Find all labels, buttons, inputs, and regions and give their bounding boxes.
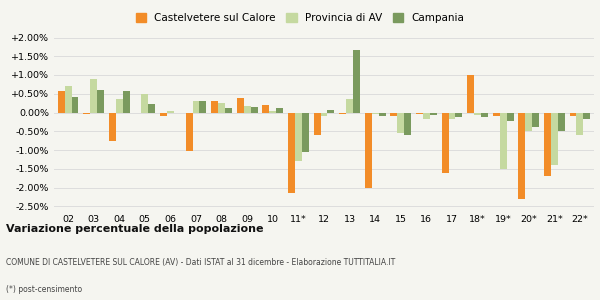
Bar xyxy=(506,112,514,121)
Bar xyxy=(269,111,276,112)
Bar xyxy=(467,75,474,112)
Bar xyxy=(518,112,525,199)
Bar xyxy=(577,112,583,135)
Bar xyxy=(109,112,116,141)
Bar xyxy=(455,112,463,117)
Bar xyxy=(295,112,302,161)
Bar xyxy=(379,112,386,116)
Bar xyxy=(551,112,558,165)
Bar xyxy=(58,91,65,112)
Bar xyxy=(288,112,295,193)
Text: COMUNE DI CASTELVETERE SUL CALORE (AV) - Dati ISTAT al 31 dicembre - Elaborazion: COMUNE DI CASTELVETERE SUL CALORE (AV) -… xyxy=(6,259,395,268)
Bar xyxy=(116,99,123,112)
Bar xyxy=(185,112,193,151)
Bar xyxy=(500,112,506,169)
Bar xyxy=(218,103,225,112)
Bar xyxy=(302,112,309,152)
Bar xyxy=(525,112,532,131)
Bar xyxy=(97,90,104,112)
Bar xyxy=(244,106,251,112)
Bar xyxy=(558,112,565,130)
Bar xyxy=(167,111,174,112)
Bar xyxy=(416,112,423,114)
Bar xyxy=(225,108,232,112)
Bar xyxy=(320,112,328,116)
Bar xyxy=(391,112,397,116)
Bar xyxy=(251,107,257,112)
Bar xyxy=(262,105,269,112)
Bar xyxy=(90,79,97,112)
Bar xyxy=(423,112,430,119)
Legend: Castelvetere sul Calore, Provincia di AV, Campania: Castelvetere sul Calore, Provincia di AV… xyxy=(134,11,466,26)
Bar xyxy=(339,112,346,114)
Text: (*) post-censimento: (*) post-censimento xyxy=(6,286,82,295)
Bar xyxy=(148,104,155,112)
Bar xyxy=(211,101,218,112)
Bar xyxy=(237,98,244,112)
Bar xyxy=(442,112,449,172)
Bar xyxy=(481,112,488,117)
Bar xyxy=(83,112,90,114)
Bar xyxy=(544,112,551,176)
Text: Variazione percentuale della popolazione: Variazione percentuale della popolazione xyxy=(6,224,263,235)
Bar xyxy=(65,86,71,112)
Bar xyxy=(583,112,590,119)
Bar xyxy=(404,112,411,135)
Bar xyxy=(71,97,79,112)
Bar xyxy=(532,112,539,127)
Bar xyxy=(193,101,199,112)
Bar xyxy=(353,50,360,112)
Bar xyxy=(276,108,283,112)
Bar xyxy=(142,94,148,112)
Bar xyxy=(160,112,167,116)
Bar xyxy=(493,112,500,116)
Bar xyxy=(314,112,320,135)
Bar xyxy=(397,112,404,133)
Bar xyxy=(372,112,379,114)
Bar xyxy=(569,112,577,116)
Bar xyxy=(328,110,334,112)
Bar xyxy=(474,112,481,115)
Bar xyxy=(449,112,455,119)
Bar xyxy=(346,99,353,112)
Bar xyxy=(430,112,437,115)
Bar xyxy=(199,100,206,112)
Bar xyxy=(365,112,372,188)
Bar xyxy=(123,91,130,112)
